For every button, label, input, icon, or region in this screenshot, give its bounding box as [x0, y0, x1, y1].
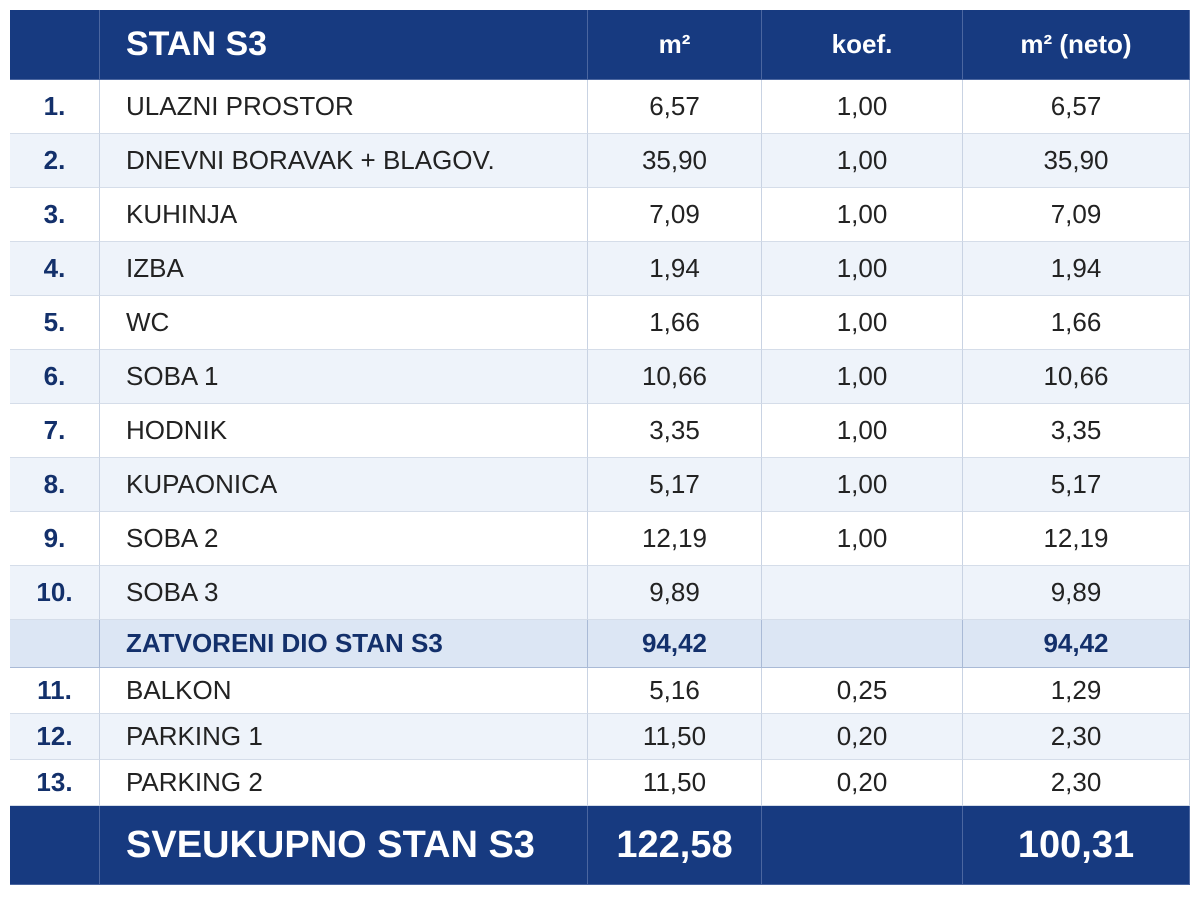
- total-area: 122,58: [588, 806, 762, 885]
- total-net: 100,31: [963, 806, 1190, 885]
- subtotal-area: 94,42: [588, 620, 762, 668]
- room-name: BALKON: [100, 668, 588, 714]
- room-name: HODNIK: [100, 404, 588, 458]
- room-name: IZBA: [100, 242, 588, 296]
- header-col: m² (neto): [963, 10, 1190, 80]
- row-number: 13.: [10, 760, 100, 806]
- header-col: m²: [588, 10, 762, 80]
- room-name: SOBA 2: [100, 512, 588, 566]
- net-area: 2,30: [963, 760, 1190, 806]
- room-name: KUHINJA: [100, 188, 588, 242]
- area: 35,90: [588, 134, 762, 188]
- row-number: 5.: [10, 296, 100, 350]
- net-area: 1,29: [963, 668, 1190, 714]
- net-area: 35,90: [963, 134, 1190, 188]
- coefficient: 1,00: [762, 188, 963, 242]
- coefficient: 1,00: [762, 296, 963, 350]
- row-number: 10.: [10, 566, 100, 620]
- header-cell: [10, 10, 100, 80]
- subtotal-cell: [10, 620, 100, 668]
- net-area: 1,66: [963, 296, 1190, 350]
- row-number: 6.: [10, 350, 100, 404]
- net-area: 1,94: [963, 242, 1190, 296]
- row-number: 3.: [10, 188, 100, 242]
- area: 9,89: [588, 566, 762, 620]
- row-number: 9.: [10, 512, 100, 566]
- area: 12,19: [588, 512, 762, 566]
- coefficient: 1,00: [762, 512, 963, 566]
- net-area: 9,89: [963, 566, 1190, 620]
- row-number: 1.: [10, 80, 100, 134]
- area: 10,66: [588, 350, 762, 404]
- coefficient: 1,00: [762, 134, 963, 188]
- net-area: 10,66: [963, 350, 1190, 404]
- room-name: PARKING 1: [100, 714, 588, 760]
- room-name: ULAZNI PROSTOR: [100, 80, 588, 134]
- header-col: koef.: [762, 10, 963, 80]
- row-number: 11.: [10, 668, 100, 714]
- area: 1,94: [588, 242, 762, 296]
- coefficient: 1,00: [762, 404, 963, 458]
- area: 11,50: [588, 714, 762, 760]
- net-area: 5,17: [963, 458, 1190, 512]
- coefficient: [762, 566, 963, 620]
- net-area: 6,57: [963, 80, 1190, 134]
- area: 6,57: [588, 80, 762, 134]
- row-number: 12.: [10, 714, 100, 760]
- row-number: 8.: [10, 458, 100, 512]
- net-area: 3,35: [963, 404, 1190, 458]
- room-name: SOBA 1: [100, 350, 588, 404]
- coefficient: 0,20: [762, 714, 963, 760]
- room-name: SOBA 3: [100, 566, 588, 620]
- coefficient: 1,00: [762, 458, 963, 512]
- total-cell: [762, 806, 963, 885]
- coefficient: 0,25: [762, 668, 963, 714]
- subtotal-cell: [762, 620, 963, 668]
- area: 7,09: [588, 188, 762, 242]
- header-title: STAN S3: [100, 10, 588, 80]
- net-area: 12,19: [963, 512, 1190, 566]
- area: 1,66: [588, 296, 762, 350]
- room-name: WC: [100, 296, 588, 350]
- row-number: 2.: [10, 134, 100, 188]
- room-name: PARKING 2: [100, 760, 588, 806]
- total-cell: [10, 806, 100, 885]
- coefficient: 1,00: [762, 350, 963, 404]
- area: 11,50: [588, 760, 762, 806]
- coefficient: 1,00: [762, 242, 963, 296]
- row-number: 7.: [10, 404, 100, 458]
- net-area: 7,09: [963, 188, 1190, 242]
- room-name: DNEVNI BORAVAK + BLAGOV.: [100, 134, 588, 188]
- area: 5,17: [588, 458, 762, 512]
- net-area: 2,30: [963, 714, 1190, 760]
- total-label: SVEUKUPNO STAN S3: [100, 806, 588, 885]
- row-number: 4.: [10, 242, 100, 296]
- area: 5,16: [588, 668, 762, 714]
- coefficient: 0,20: [762, 760, 963, 806]
- room-name: KUPAONICA: [100, 458, 588, 512]
- area: 3,35: [588, 404, 762, 458]
- coefficient: 1,00: [762, 80, 963, 134]
- subtotal-net: 94,42: [963, 620, 1190, 668]
- subtotal-label: ZATVORENI DIO STAN S3: [100, 620, 588, 668]
